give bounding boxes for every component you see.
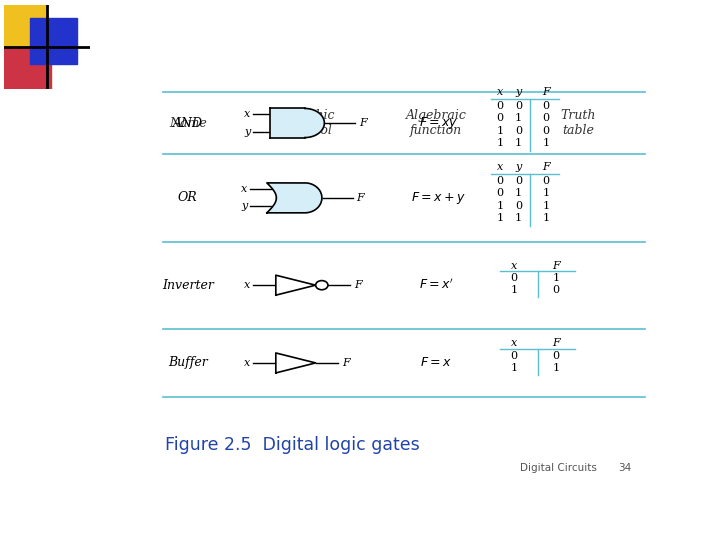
- Text: 0: 0: [543, 126, 550, 136]
- Bar: [4, 5, 47, 47]
- Text: F: F: [359, 118, 366, 128]
- Circle shape: [315, 281, 328, 290]
- Text: 0: 0: [552, 285, 559, 295]
- Polygon shape: [276, 353, 315, 373]
- Text: 1: 1: [497, 138, 504, 149]
- Bar: [30, 18, 77, 64]
- Text: $F = x'$: $F = x'$: [418, 278, 454, 293]
- Text: Graphic
symbol: Graphic symbol: [285, 109, 336, 137]
- Text: 0: 0: [515, 201, 522, 211]
- Text: 34: 34: [618, 463, 631, 473]
- Text: $F = x + y$: $F = x + y$: [411, 190, 466, 206]
- Text: F: F: [542, 87, 550, 97]
- Text: Buffer: Buffer: [168, 356, 207, 369]
- Text: 0: 0: [497, 113, 504, 124]
- Text: 0: 0: [543, 101, 550, 111]
- Text: x: x: [497, 87, 503, 97]
- Text: $F = x$: $F = x$: [420, 356, 452, 369]
- Text: F: F: [356, 193, 364, 203]
- Text: Algebraic
function: Algebraic function: [405, 109, 467, 137]
- Text: OR: OR: [178, 191, 197, 204]
- Text: Digital Circuits: Digital Circuits: [520, 463, 597, 473]
- Text: y: y: [245, 127, 251, 137]
- Text: 1: 1: [515, 113, 522, 124]
- Text: 1: 1: [543, 138, 550, 149]
- Text: 0: 0: [543, 113, 550, 124]
- Text: 1: 1: [510, 362, 518, 373]
- Text: 1: 1: [543, 201, 550, 211]
- Text: 0: 0: [515, 176, 522, 186]
- Text: $F = xy$: $F = xy$: [419, 115, 459, 131]
- Polygon shape: [276, 275, 315, 295]
- Text: Inverter: Inverter: [162, 279, 214, 292]
- Text: 0: 0: [515, 101, 522, 111]
- Text: F: F: [552, 261, 560, 271]
- Polygon shape: [267, 183, 322, 213]
- Text: 0: 0: [543, 176, 550, 186]
- Text: x: x: [245, 109, 251, 119]
- Text: AND: AND: [173, 117, 202, 130]
- Polygon shape: [305, 109, 324, 138]
- Text: 1: 1: [552, 362, 559, 373]
- Text: y: y: [516, 87, 522, 97]
- Text: F: F: [542, 161, 550, 172]
- Text: 0: 0: [515, 126, 522, 136]
- Text: F: F: [552, 339, 560, 348]
- Text: 1: 1: [497, 201, 504, 211]
- Text: x: x: [511, 261, 517, 271]
- Text: Truth
table: Truth table: [561, 109, 596, 137]
- Bar: [4, 47, 51, 89]
- Text: 1: 1: [515, 213, 522, 223]
- Text: 1: 1: [510, 285, 518, 295]
- Text: 0: 0: [497, 101, 504, 111]
- Bar: [270, 109, 305, 138]
- Text: x: x: [245, 280, 251, 290]
- Text: 0: 0: [497, 188, 504, 198]
- Text: 1: 1: [552, 273, 559, 283]
- Text: F: F: [354, 280, 362, 290]
- Text: 1: 1: [515, 188, 522, 198]
- Text: 1: 1: [497, 213, 504, 223]
- Text: 0: 0: [510, 273, 518, 283]
- Text: Figure 2.5  Digital logic gates: Figure 2.5 Digital logic gates: [166, 436, 420, 454]
- Text: x: x: [245, 358, 251, 368]
- Text: 1: 1: [543, 188, 550, 198]
- Text: x: x: [241, 185, 248, 194]
- Text: 1: 1: [497, 126, 504, 136]
- Text: Name: Name: [168, 117, 207, 130]
- Text: x: x: [511, 339, 517, 348]
- Text: y: y: [241, 201, 248, 211]
- Text: y: y: [516, 161, 522, 172]
- Text: 1: 1: [543, 213, 550, 223]
- Text: 0: 0: [552, 351, 559, 361]
- Text: 0: 0: [497, 176, 504, 186]
- Text: x: x: [497, 161, 503, 172]
- Text: F: F: [342, 358, 350, 368]
- Text: 0: 0: [510, 351, 518, 361]
- Text: 1: 1: [515, 138, 522, 149]
